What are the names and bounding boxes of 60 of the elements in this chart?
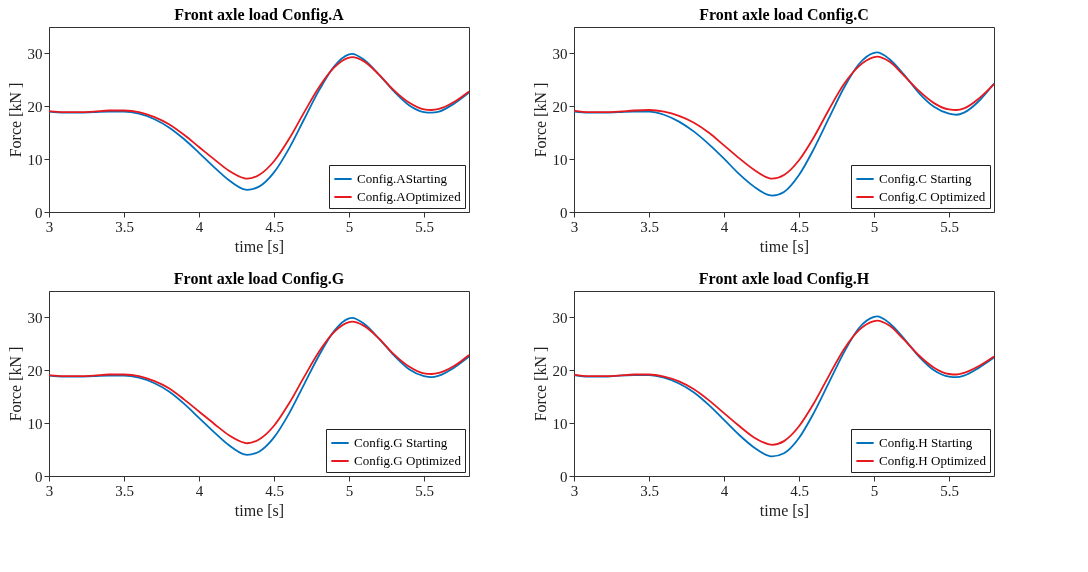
x-tick-label: 4 xyxy=(720,218,729,235)
x-tick-label: 3.5 xyxy=(115,482,134,499)
chart-title: Front axle load Config.H xyxy=(698,270,870,288)
x-tick-label: 4 xyxy=(195,482,204,499)
y-tick-label: 20 xyxy=(552,98,568,115)
x-tick-label: 4.5 xyxy=(790,218,809,235)
y-tick-label: 30 xyxy=(552,309,568,326)
x-tick-label: 4.5 xyxy=(265,218,284,235)
x-tick-label: 4 xyxy=(195,218,204,235)
y-tick-label: 30 xyxy=(27,309,43,326)
x-tick-label: 4 xyxy=(720,482,729,499)
y-tick-label: 30 xyxy=(552,45,568,62)
x-tick-label: 5 xyxy=(345,218,354,235)
y-axis-title: Force [kN ] xyxy=(6,346,24,422)
legend-label: Config.AOptimized xyxy=(357,189,462,204)
y-tick-label: 10 xyxy=(552,151,568,168)
legend-label: Config.G Starting xyxy=(354,435,448,450)
legend-label: Config.H Starting xyxy=(879,435,973,450)
y-axis-title: Force [kN ] xyxy=(531,346,549,422)
legend-label: Config.H Optimized xyxy=(879,453,987,468)
y-tick-label: 30 xyxy=(27,45,43,62)
x-tick-label: 3 xyxy=(570,482,579,499)
x-tick-label: 3 xyxy=(570,218,579,235)
x-tick-label: 4.5 xyxy=(790,482,809,499)
x-tick-label: 5 xyxy=(870,482,879,499)
x-tick-label: 3.5 xyxy=(115,218,134,235)
chart-title: Front axle load Config.A xyxy=(174,6,345,24)
y-tick-label: 0 xyxy=(560,468,568,485)
y-tick-label: 0 xyxy=(35,204,43,221)
x-tick-label: 3 xyxy=(45,482,54,499)
chart-title: Front axle load Config.C xyxy=(699,6,869,24)
y-tick-label: 10 xyxy=(27,151,43,168)
x-axis-title: time [s] xyxy=(234,237,285,255)
y-axis-title: Force [kN ] xyxy=(531,82,549,158)
x-tick-label: 5.5 xyxy=(415,482,434,499)
x-tick-label: 3 xyxy=(45,218,54,235)
x-tick-label: 4.5 xyxy=(265,482,284,499)
chart-title: Front axle load Config.G xyxy=(173,270,345,288)
y-axis-title: Force [kN ] xyxy=(6,82,24,158)
legend-label: Config.G Optimized xyxy=(354,453,462,468)
legend-label: Config.AStarting xyxy=(357,171,448,186)
y-tick-label: 10 xyxy=(27,415,43,432)
y-tick-label: 0 xyxy=(560,204,568,221)
x-tick-label: 5 xyxy=(870,218,879,235)
y-tick-label: 20 xyxy=(27,362,43,379)
x-axis-title: time [s] xyxy=(759,237,810,255)
x-axis-title: time [s] xyxy=(759,501,810,519)
x-tick-label: 5 xyxy=(345,482,354,499)
x-tick-label: 3.5 xyxy=(640,218,659,235)
y-tick-label: 0 xyxy=(35,468,43,485)
y-tick-label: 20 xyxy=(552,362,568,379)
x-tick-label: 5.5 xyxy=(940,218,959,235)
y-tick-label: 10 xyxy=(552,415,568,432)
legend-label: Config.C Optimized xyxy=(879,189,986,204)
x-tick-label: 5.5 xyxy=(940,482,959,499)
x-tick-label: 3.5 xyxy=(640,482,659,499)
legend-label: Config.C Starting xyxy=(879,171,972,186)
y-tick-label: 20 xyxy=(27,98,43,115)
x-tick-label: 5.5 xyxy=(415,218,434,235)
x-axis-title: time [s] xyxy=(234,501,285,519)
